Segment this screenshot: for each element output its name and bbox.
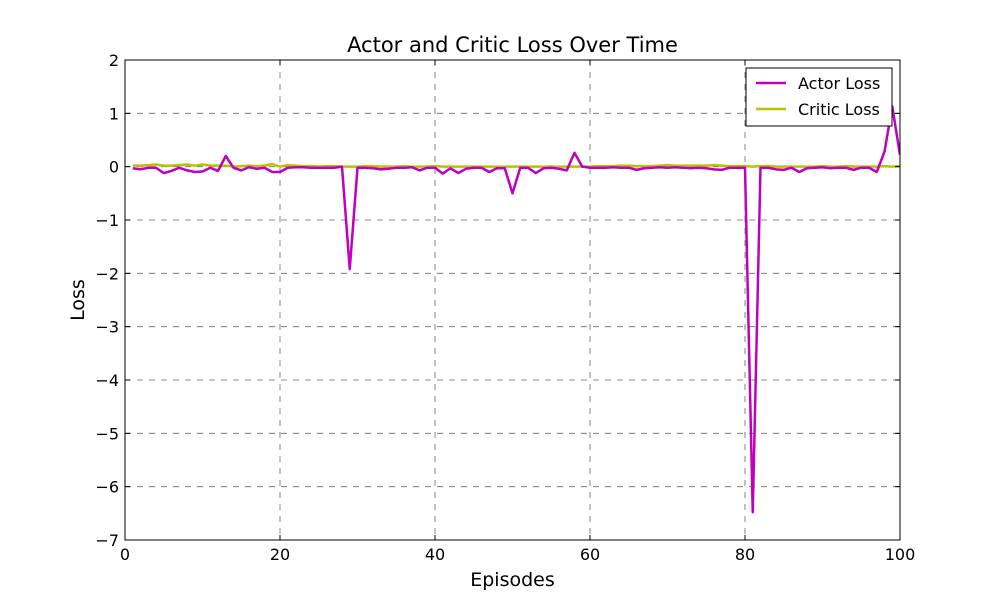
x-tick-label-60: 60: [580, 545, 600, 564]
x-tick-label-40: 40: [425, 545, 445, 564]
chart-title: Actor and Critic Loss Over Time: [347, 33, 678, 57]
y-tick-label--6: −6: [95, 478, 119, 497]
y-tick-label--1: −1: [95, 211, 119, 230]
x-axis-label: Episodes: [470, 569, 555, 591]
y-tick-label-2: 2: [109, 51, 119, 70]
y-tick-label-0: 0: [109, 158, 119, 177]
x-tick-label-0: 0: [120, 545, 130, 564]
x-tick-label-80: 80: [735, 545, 755, 564]
legend-box: [745, 67, 893, 127]
legend: Actor Loss Critic Loss: [745, 67, 893, 127]
y-tick-label--3: −3: [95, 318, 119, 337]
legend-label-critic: Critic Loss: [798, 100, 880, 119]
y-tick-label--5: −5: [95, 424, 119, 443]
y-axis-label: Loss: [67, 279, 89, 321]
plot-frame: [124, 59, 901, 541]
legend-label-actor: Actor Loss: [798, 74, 880, 93]
y-tick-label--7: −7: [95, 531, 119, 550]
x-tick-label-20: 20: [270, 545, 290, 564]
y-tick-label--2: −2: [95, 264, 119, 283]
y-tick-label-1: 1: [109, 104, 119, 123]
actor-loss-line: [132, 105, 900, 514]
y-tick-label--4: −4: [95, 371, 119, 390]
grid: [125, 60, 900, 540]
series-lines: [132, 105, 900, 514]
axis-ticks: 0 20 40 60 80 100 −7 −6 −5 −4 −3 −2 −1 0 1 2: [95, 51, 915, 564]
x-tick-label-100: 100: [885, 545, 916, 564]
critic-loss-line: [132, 162, 900, 168]
